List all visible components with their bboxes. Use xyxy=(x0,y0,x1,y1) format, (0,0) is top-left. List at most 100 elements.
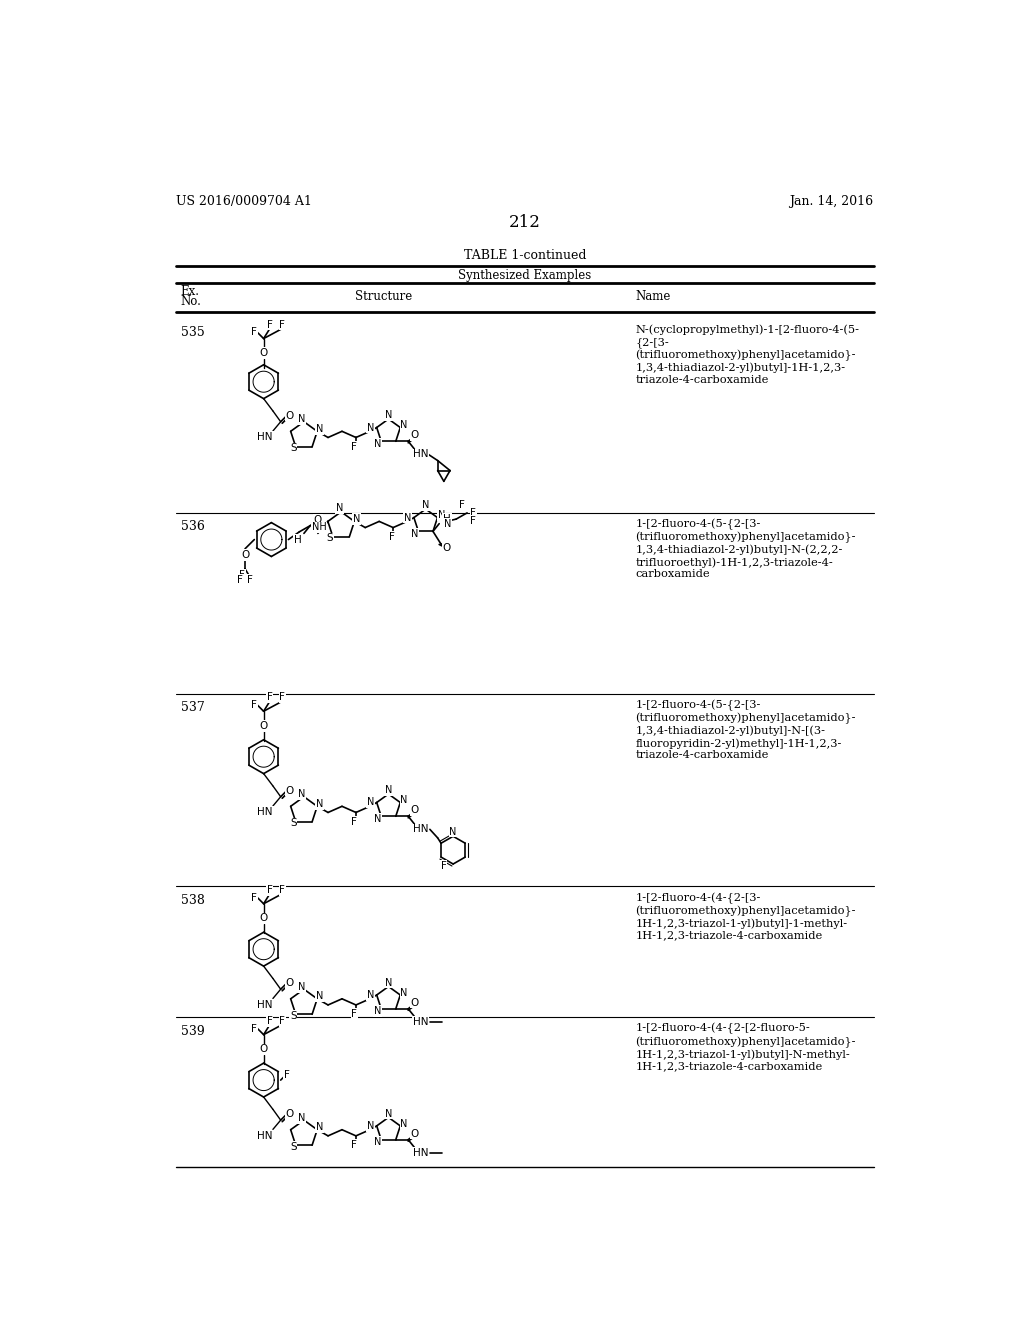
Text: F: F xyxy=(351,442,357,451)
Text: N: N xyxy=(298,1113,305,1123)
Text: F: F xyxy=(280,319,285,330)
Text: US 2016/0009704 A1: US 2016/0009704 A1 xyxy=(176,195,312,209)
Text: 537: 537 xyxy=(180,701,205,714)
Text: F: F xyxy=(247,574,253,585)
Text: HN: HN xyxy=(257,807,273,817)
Text: F: F xyxy=(267,319,272,330)
Text: O: O xyxy=(442,544,451,553)
Text: N: N xyxy=(400,1118,408,1129)
Text: O: O xyxy=(411,1129,419,1139)
Text: N: N xyxy=(385,978,392,987)
Text: HN: HN xyxy=(257,432,273,442)
Text: N: N xyxy=(315,799,324,809)
Text: HN: HN xyxy=(257,1130,273,1140)
Text: O: O xyxy=(286,1109,294,1119)
Text: O: O xyxy=(259,721,267,731)
Text: F: F xyxy=(470,516,476,525)
Text: 1-[2-fluoro-4-(4-{2-[2-fluoro-5-
(trifluoromethoxy)phenyl]acetamido}-
1H-1,2,3-t: 1-[2-fluoro-4-(4-{2-[2-fluoro-5- (triflu… xyxy=(636,1023,856,1072)
Text: F: F xyxy=(280,884,285,895)
Text: HN: HN xyxy=(257,999,273,1010)
Text: Name: Name xyxy=(636,290,671,304)
Text: No.: No. xyxy=(180,294,202,308)
Text: F: F xyxy=(267,884,272,895)
Text: N: N xyxy=(367,1121,374,1131)
Text: F: F xyxy=(251,1023,257,1034)
Text: N: N xyxy=(315,991,324,1002)
Text: F: F xyxy=(267,693,272,702)
Text: N: N xyxy=(374,813,381,824)
Text: O: O xyxy=(313,515,322,524)
Text: N: N xyxy=(374,1137,381,1147)
Text: N: N xyxy=(450,826,457,837)
Text: O: O xyxy=(286,411,294,421)
Text: 539: 539 xyxy=(180,1024,205,1038)
Text: N: N xyxy=(298,414,305,425)
Text: 1-[2-fluoro-4-(5-{2-[3-
(trifluoromethoxy)phenyl]acetamido}-
1,3,4-thiadiazol-2-: 1-[2-fluoro-4-(5-{2-[3- (trifluoromethox… xyxy=(636,700,856,760)
Text: HN: HN xyxy=(413,1016,428,1027)
Text: F: F xyxy=(280,693,285,702)
Text: N: N xyxy=(367,990,374,1001)
Text: N: N xyxy=(400,795,408,805)
Text: O: O xyxy=(286,978,294,989)
Text: 538: 538 xyxy=(180,894,205,907)
Text: N: N xyxy=(374,1006,381,1016)
Text: O: O xyxy=(259,348,267,358)
Text: N: N xyxy=(353,513,360,524)
Text: N: N xyxy=(411,529,418,539)
Text: Ex.: Ex. xyxy=(180,285,200,298)
Text: H: H xyxy=(294,535,302,545)
Text: F: F xyxy=(284,1071,290,1081)
Text: N: N xyxy=(298,789,305,800)
Text: 212: 212 xyxy=(509,214,541,231)
Text: F: F xyxy=(351,817,357,826)
Text: N: N xyxy=(404,512,412,523)
Text: N: N xyxy=(367,422,374,433)
Text: N: N xyxy=(315,1122,324,1133)
Text: F: F xyxy=(251,327,257,338)
Text: F: F xyxy=(251,892,257,903)
Text: N: N xyxy=(385,1109,392,1118)
Text: 1-[2-fluoro-4-(5-{2-[3-
(trifluoromethoxy)phenyl]acetamido}-
1,3,4-thiadiazol-2-: 1-[2-fluoro-4-(5-{2-[3- (trifluoromethox… xyxy=(636,519,856,579)
Text: H: H xyxy=(443,513,451,524)
Text: O: O xyxy=(411,805,419,816)
Text: F: F xyxy=(470,508,476,517)
Text: TABLE 1-continued: TABLE 1-continued xyxy=(464,249,586,263)
Text: F: F xyxy=(441,861,446,871)
Text: S: S xyxy=(290,1011,297,1020)
Text: HN: HN xyxy=(413,1148,428,1158)
Text: N: N xyxy=(385,785,392,795)
Text: N: N xyxy=(443,519,452,529)
Text: N: N xyxy=(367,797,374,808)
Text: HN: HN xyxy=(413,825,428,834)
Text: F: F xyxy=(389,532,394,541)
Text: O: O xyxy=(259,1044,267,1055)
Text: O: O xyxy=(411,998,419,1007)
Text: N: N xyxy=(374,438,381,449)
Text: NH: NH xyxy=(311,523,327,532)
Text: F: F xyxy=(238,574,244,585)
Text: 535: 535 xyxy=(180,326,205,339)
Text: O: O xyxy=(259,913,267,924)
Text: N: N xyxy=(336,503,343,513)
Text: S: S xyxy=(290,444,297,453)
Text: O: O xyxy=(411,430,419,440)
Text: S: S xyxy=(327,533,333,544)
Text: S: S xyxy=(290,1142,297,1152)
Text: Synthesized Examples: Synthesized Examples xyxy=(458,268,592,281)
Text: F: F xyxy=(351,1010,357,1019)
Text: F: F xyxy=(267,1016,272,1026)
Text: N: N xyxy=(315,424,324,434)
Text: Structure: Structure xyxy=(355,290,413,304)
Text: N: N xyxy=(400,987,408,998)
Text: F: F xyxy=(240,570,245,579)
Text: F: F xyxy=(460,500,465,511)
Text: N: N xyxy=(400,420,408,430)
Text: O: O xyxy=(286,785,294,796)
Text: 1-[2-fluoro-4-(4-{2-[3-
(trifluoromethoxy)phenyl]acetamido}-
1H-1,2,3-triazol-1-: 1-[2-fluoro-4-(4-{2-[3- (trifluoromethox… xyxy=(636,892,856,940)
Text: F: F xyxy=(280,1016,285,1026)
Text: Jan. 14, 2016: Jan. 14, 2016 xyxy=(790,195,873,209)
Text: HN: HN xyxy=(413,449,428,459)
Text: F: F xyxy=(251,700,257,710)
Text: O: O xyxy=(241,550,249,560)
Text: S: S xyxy=(290,818,297,829)
